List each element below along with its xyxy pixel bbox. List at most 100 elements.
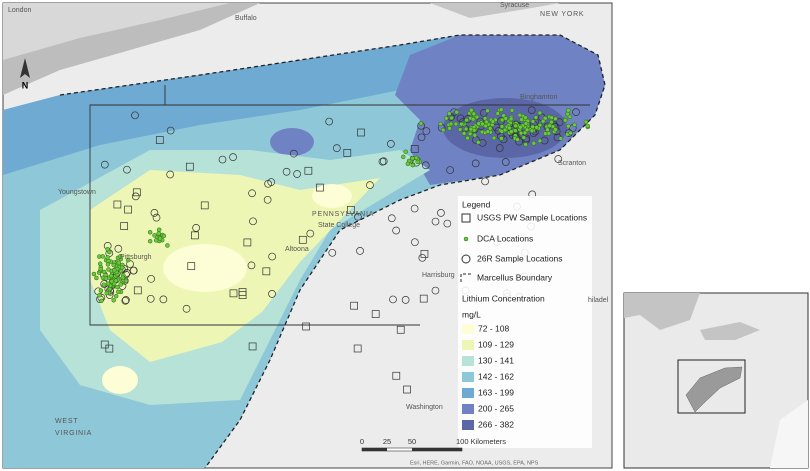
dca-marker xyxy=(517,112,523,118)
dca-marker xyxy=(161,233,167,239)
legend-item: 26R Sample Locations xyxy=(477,253,563,263)
legend-symbol xyxy=(463,236,469,242)
26r-marker xyxy=(437,209,445,217)
shore xyxy=(3,3,230,60)
usgs-marker xyxy=(410,145,419,153)
legend-item: DCA Locations xyxy=(477,233,533,243)
dca-marker xyxy=(485,108,490,114)
dca-marker xyxy=(118,282,123,287)
usgs-marker xyxy=(347,205,355,214)
usgs-marker xyxy=(248,342,257,351)
dca-marker xyxy=(465,135,470,141)
dca-marker xyxy=(98,288,104,293)
26r-marker xyxy=(248,189,256,198)
dca-marker xyxy=(118,254,123,259)
dca-marker xyxy=(94,275,99,281)
dca-marker xyxy=(469,107,474,113)
26r-marker xyxy=(129,266,138,275)
26r-marker xyxy=(268,290,276,298)
dca-marker xyxy=(546,131,552,136)
dca-marker xyxy=(474,114,480,120)
dca-marker xyxy=(463,126,469,132)
dca-marker xyxy=(553,116,558,122)
usgs-marker xyxy=(392,371,401,380)
dca-marker xyxy=(529,128,535,134)
dca-marker xyxy=(566,108,571,113)
dca-marker xyxy=(459,121,464,127)
26r-marker xyxy=(123,165,131,174)
26r-marker xyxy=(159,295,168,304)
concentration-zone xyxy=(163,244,247,292)
usgs-marker xyxy=(238,288,247,296)
26r-marker xyxy=(501,158,510,166)
26r-marker xyxy=(418,253,427,262)
dca-marker xyxy=(509,129,514,134)
legend-class: 109 - 129 xyxy=(478,339,514,349)
dca-marker xyxy=(483,123,488,129)
legend-class: 142 - 162 xyxy=(478,371,514,381)
dca-marker xyxy=(111,262,116,268)
usgs-marker xyxy=(419,294,428,303)
dca-marker xyxy=(565,111,570,117)
scale-label: 0 xyxy=(360,437,364,446)
26r-marker xyxy=(121,296,130,305)
dca-marker xyxy=(401,154,406,160)
26r-marker xyxy=(263,195,272,204)
26r-marker xyxy=(422,127,431,135)
dca-marker xyxy=(99,298,104,304)
dca-marker xyxy=(447,111,452,116)
place-label: Buffalo xyxy=(235,15,257,22)
dca-marker xyxy=(105,255,110,260)
inset-map xyxy=(623,292,809,469)
26r-marker xyxy=(100,160,109,169)
dca-marker xyxy=(457,127,463,132)
north-arrow xyxy=(20,58,30,78)
26r-marker xyxy=(306,229,315,238)
pennsylvania-border xyxy=(89,85,590,326)
26r-marker xyxy=(166,170,175,179)
dca-marker xyxy=(414,155,419,161)
dca-marker xyxy=(447,126,452,131)
26r-marker xyxy=(366,181,374,189)
26r-marker xyxy=(131,111,139,120)
dca-marker xyxy=(453,121,459,127)
usgs-marker xyxy=(113,200,122,209)
26r-marker xyxy=(387,140,395,148)
dca-marker xyxy=(123,278,129,284)
dca-marker xyxy=(530,124,536,130)
dca-marker xyxy=(490,119,496,124)
26r-marker xyxy=(443,219,452,228)
place-label: Scranton xyxy=(558,160,586,167)
dca-marker xyxy=(405,161,411,167)
dca-marker xyxy=(147,238,153,244)
26r-marker xyxy=(325,117,334,126)
legend-swatch xyxy=(462,324,474,334)
usgs-marker xyxy=(229,289,238,298)
dca-marker xyxy=(487,126,493,131)
dca-marker xyxy=(98,266,103,272)
place-label: Washington xyxy=(406,404,443,411)
dca-marker xyxy=(109,273,114,279)
dca-marker xyxy=(97,261,103,266)
dca-marker xyxy=(448,121,454,127)
26r-marker xyxy=(192,224,200,232)
unit-label: mg/L xyxy=(462,309,481,319)
usgs-marker xyxy=(357,128,365,137)
dca-marker xyxy=(491,135,497,141)
26r-marker xyxy=(152,213,161,222)
dca-marker xyxy=(444,116,449,121)
dca-marker xyxy=(119,265,125,270)
place-label: hiladel xyxy=(588,297,609,304)
sample-markers xyxy=(91,106,591,394)
legend-box xyxy=(458,196,592,448)
dca-marker xyxy=(113,278,119,283)
26r-marker xyxy=(290,149,298,158)
26r-marker xyxy=(114,244,123,253)
usgs-marker xyxy=(120,222,129,230)
26r-marker xyxy=(389,295,397,304)
26r-marker xyxy=(264,179,272,188)
dca-marker xyxy=(441,127,446,133)
26r-marker xyxy=(572,108,580,116)
dca-marker xyxy=(523,115,528,120)
dca-marker xyxy=(464,117,469,123)
